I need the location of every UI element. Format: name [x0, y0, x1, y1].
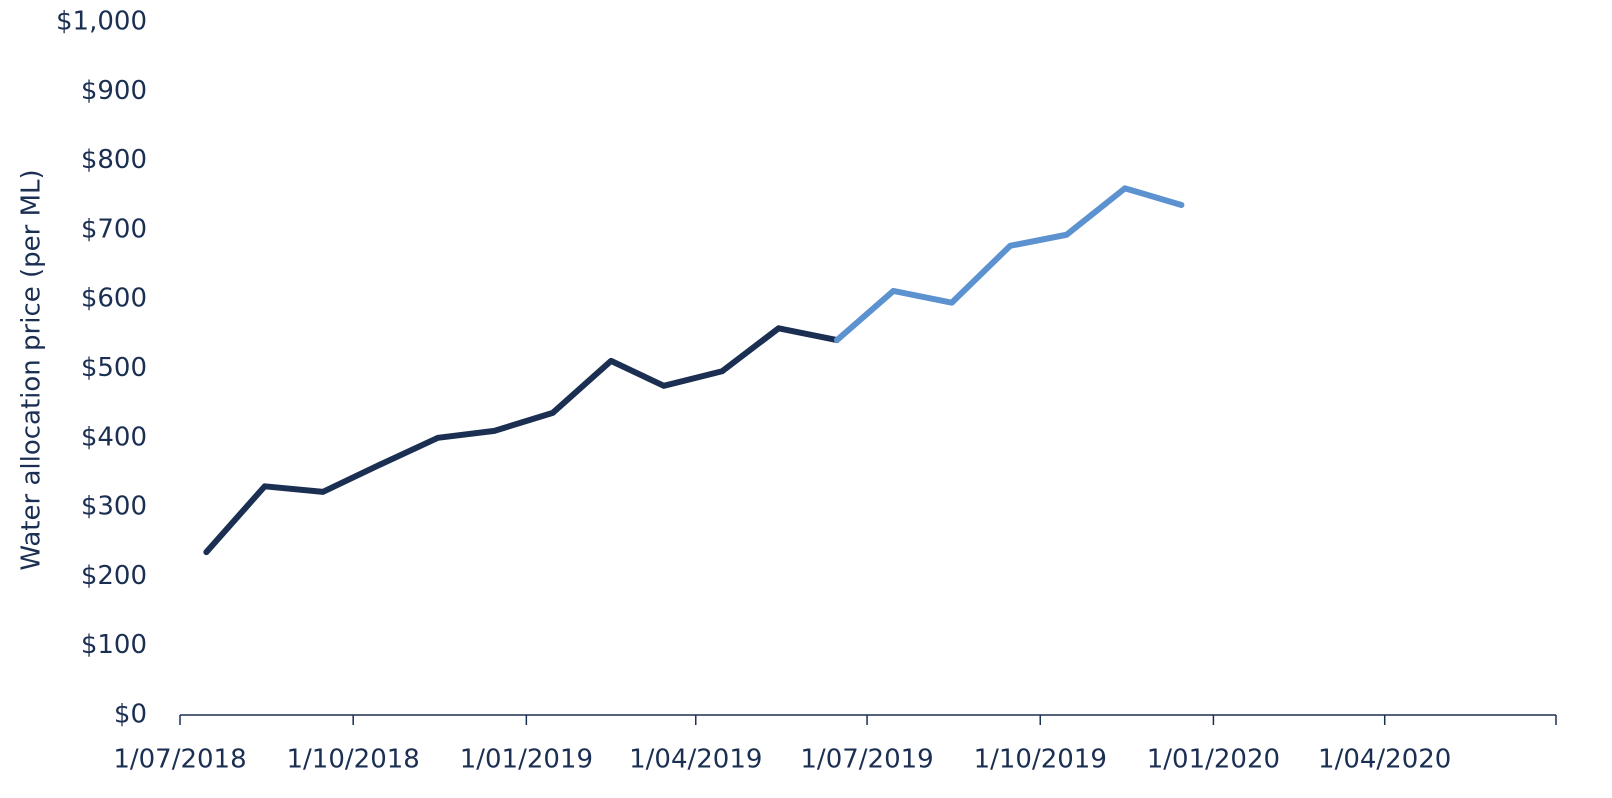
y-tick-label: $400: [81, 422, 147, 452]
y-axis-label: Water allocation price (per ML): [17, 169, 47, 570]
y-tick-label: $600: [81, 284, 147, 314]
y-tick-label: $500: [81, 353, 147, 383]
y-tick-label: $900: [81, 76, 147, 106]
y-tick-label: $300: [81, 492, 147, 522]
y-tick-label: $1,000: [56, 7, 147, 37]
y-tick-label: $800: [81, 145, 147, 175]
x-tick-label: 1/04/2020: [1318, 745, 1451, 775]
x-tick-label: 1/10/2019: [974, 745, 1107, 775]
series-line: [203, 325, 840, 556]
x-tick-label: 1/07/2018: [113, 745, 246, 775]
y-tick-label: $100: [81, 630, 147, 660]
x-tick-label: 1/10/2018: [287, 745, 420, 775]
x-tick-label: 1/01/2019: [460, 745, 593, 775]
y-tick-label: $700: [81, 214, 147, 244]
x-tick-label: 1/04/2019: [629, 745, 762, 775]
y-tick-label: $200: [81, 561, 147, 591]
series-line: [833, 185, 1185, 344]
y-tick-label: $0: [114, 700, 147, 730]
x-tick-label: 1/07/2019: [800, 745, 933, 775]
x-tick-label: 1/01/2020: [1147, 745, 1280, 775]
